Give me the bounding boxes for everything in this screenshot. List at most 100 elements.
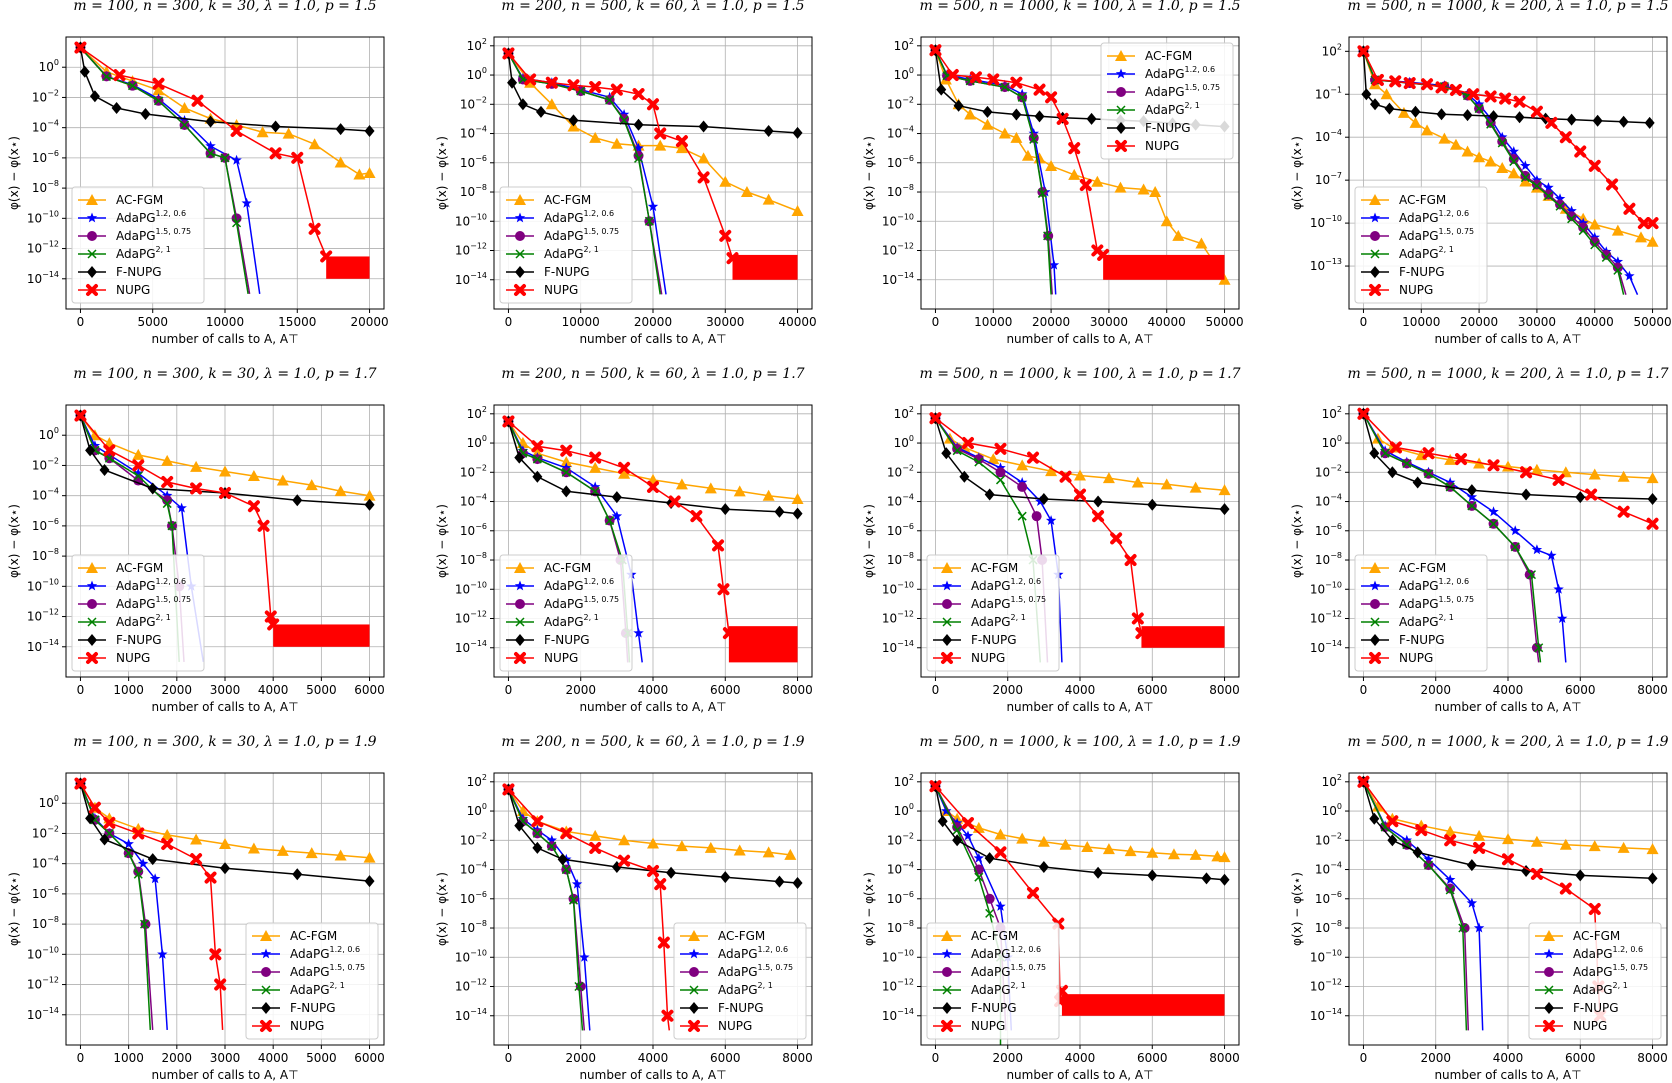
legend-label: AdaPG1.5, 0.75: [116, 595, 191, 611]
data-point: [1027, 451, 1040, 464]
data-point: [1412, 476, 1423, 489]
legend-label: F-NUPG: [116, 265, 162, 279]
data-point: [1043, 231, 1053, 241]
data-point: [1444, 834, 1457, 847]
data-point: [1017, 511, 1027, 521]
data-point: [995, 475, 1006, 485]
data-point: [589, 841, 602, 854]
data-point: [974, 872, 984, 882]
data-point: [560, 827, 573, 840]
data-point: [305, 479, 318, 491]
data-point: [1546, 550, 1557, 561]
x-tick-label: 8000: [1637, 683, 1668, 697]
data-point: [1497, 138, 1507, 148]
data-point: [1409, 116, 1422, 128]
legend-marker-diamond-icon: [87, 634, 97, 646]
y-tick-label: 100: [467, 802, 487, 818]
data-point: [132, 448, 145, 460]
legend-label: AC-FGM: [116, 193, 163, 207]
data-point: [74, 409, 87, 422]
data-point: [1519, 175, 1532, 187]
data-point: [1488, 110, 1499, 123]
y-tick-label: 10−4: [887, 125, 914, 141]
y-tick-label: 102: [467, 405, 487, 421]
data-point: [1387, 466, 1398, 479]
legend-marker-circle-icon: [261, 967, 271, 977]
data-point: [1520, 160, 1531, 171]
data-point: [1520, 466, 1533, 479]
subplot-11: m = 500, n = 1000, k = 100, λ = 1.0, p =…: [862, 734, 1241, 1082]
data-point: [334, 849, 347, 861]
data-point: [1038, 860, 1049, 873]
data-point: [1219, 503, 1230, 516]
legend-label: AdaPG2, 1: [116, 613, 171, 629]
data-point: [644, 216, 654, 226]
data-point: [1037, 188, 1047, 198]
subplot-4: m = 500, n = 1000, k = 200, λ = 1.0, p =…: [1290, 0, 1672, 346]
legend-marker-star-icon: [86, 212, 98, 223]
legend: AC-FGM AdaPG1.2, 0.6 AdaPG1.5, 0.75 AdaPG2,…: [499, 186, 633, 304]
y-axis-label: φ(x) − φ(x⋆): [7, 136, 21, 210]
data-point: [1033, 83, 1046, 96]
data-point: [946, 69, 959, 82]
data-point: [502, 47, 515, 60]
data-point: [191, 94, 204, 107]
series-nupg: [929, 780, 1225, 1016]
legend-label: F-NUPG: [290, 1001, 336, 1015]
y-tick-label: 10−12: [1310, 610, 1342, 626]
data-point: [1415, 824, 1428, 837]
data-point: [1029, 134, 1039, 144]
y-tick-label: 100: [894, 434, 914, 450]
x-tick-label: 2000: [162, 683, 193, 697]
y-axis-label: φ(x) − φ(x⋆): [435, 872, 449, 946]
legend-marker-circle-icon: [689, 967, 699, 977]
legend-frame: [926, 554, 1060, 672]
data-point: [1410, 105, 1421, 118]
data-point: [1370, 98, 1381, 111]
data-point: [647, 201, 659, 212]
x-axis-label: number of calls to A, A⊤: [1434, 700, 1581, 714]
data-point: [792, 507, 803, 520]
data-point: [1467, 501, 1477, 511]
series-line: [79, 783, 370, 859]
data-point: [1218, 484, 1231, 496]
data-point: [1520, 173, 1530, 183]
data-point: [1068, 142, 1081, 155]
data-point: [1474, 104, 1484, 114]
data-point: [133, 471, 143, 481]
data-point: [167, 521, 177, 531]
legend-marker-triangle-icon: [1115, 50, 1127, 61]
data-point: [1521, 488, 1532, 501]
x-tick-label: 6000: [710, 1051, 741, 1065]
legend-marker-diamond-icon: [87, 266, 97, 278]
data-point: [101, 72, 112, 82]
y-tick-label: 10−10: [27, 577, 59, 593]
series-nupg: [1357, 45, 1659, 230]
data-point: [634, 153, 644, 163]
data-point: [1449, 138, 1462, 150]
data-point: [308, 222, 321, 235]
data-point: [1369, 812, 1380, 825]
legend-marker-diamond-icon: [261, 1002, 271, 1014]
series-nupg: [502, 415, 798, 663]
data-point: [567, 79, 580, 92]
series-nupg: [74, 777, 227, 1030]
data-point: [1613, 265, 1623, 275]
data-point: [929, 412, 942, 425]
legend-label: AdaPG2, 1: [116, 245, 171, 261]
data-point: [1124, 554, 1137, 567]
x-tick-label: 6000: [1137, 683, 1168, 697]
x-axis-label: number of calls to A, A⊤: [579, 1068, 726, 1082]
data-point: [1588, 840, 1601, 852]
data-point: [1567, 214, 1577, 224]
legend-marker-x-icon: [515, 249, 525, 259]
data-point: [1487, 459, 1500, 472]
data-point: [994, 442, 1007, 455]
data-point: [1488, 506, 1499, 517]
y-tick-label: 10−2: [887, 463, 914, 479]
legend-label: AdaPG1.2, 0.6: [116, 209, 186, 225]
data-point: [1644, 116, 1655, 129]
data-point: [502, 783, 515, 796]
x-tick-label: 6000: [354, 1051, 385, 1065]
data-point: [1612, 262, 1623, 273]
